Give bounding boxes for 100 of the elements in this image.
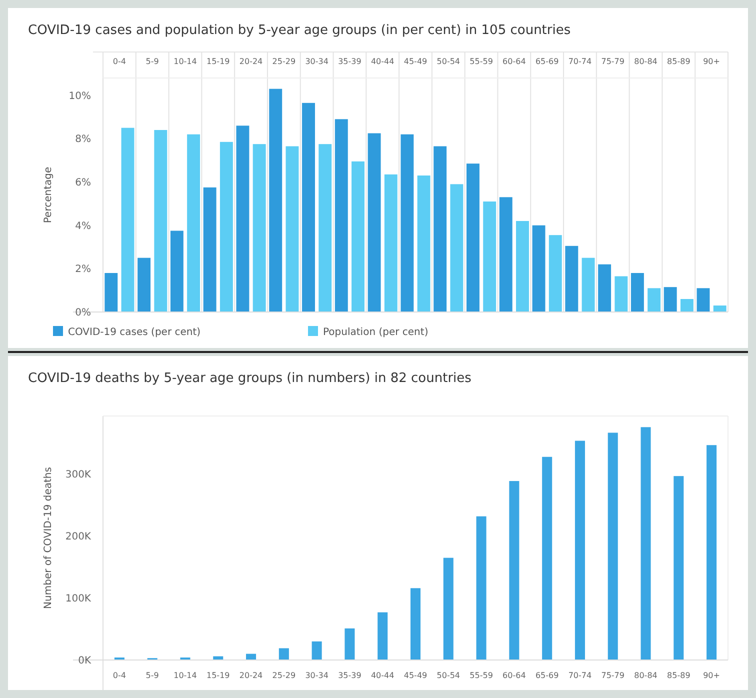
bar [344, 628, 355, 660]
x-tick-label: 70-74 [568, 671, 592, 680]
y-tick-label: 0% [75, 308, 91, 318]
x-tick-label: 25-29 [272, 57, 296, 66]
x-tick-label: 65-69 [535, 671, 559, 680]
legend-label: Population (per cent) [323, 327, 428, 338]
x-tick-label: 30-34 [305, 671, 328, 680]
x-tick-label: 45-49 [404, 671, 428, 680]
x-tick-label: 5-9 [146, 671, 159, 680]
bar [312, 641, 322, 660]
x-tick-label: 20-24 [239, 671, 263, 680]
y-tick-label: 10% [68, 90, 91, 102]
bar [499, 197, 512, 312]
bar [548, 235, 562, 312]
x-tick-label: 0-4 [112, 671, 126, 680]
x-tick-label: 15-19 [206, 671, 230, 680]
bar [154, 130, 168, 312]
bar [680, 299, 694, 312]
x-tick-label: 25-29 [272, 671, 296, 680]
x-tick-label: 80-84 [634, 57, 658, 66]
y-tick-label: 6% [75, 178, 91, 188]
y-tick-label: 2% [75, 264, 91, 276]
bar [443, 558, 454, 660]
bar [582, 258, 595, 312]
bar [220, 142, 233, 312]
x-tick-label: 85-89 [667, 57, 690, 66]
x-tick-label: 30-34 [305, 57, 328, 66]
bar [614, 276, 628, 312]
bar [368, 133, 381, 312]
bar [384, 174, 398, 312]
bar [664, 287, 677, 312]
bar [630, 273, 644, 312]
x-tick-label: 10-14 [174, 57, 197, 66]
bar [400, 134, 414, 312]
x-tick-label: 75-79 [601, 671, 624, 680]
bar [236, 126, 250, 312]
bar [170, 230, 184, 312]
y-tick-label: 300K [65, 470, 92, 481]
bar [434, 146, 447, 312]
bar [608, 432, 618, 660]
bar [713, 306, 726, 312]
x-tick-label: 5-9 [146, 57, 159, 66]
bar [476, 516, 486, 660]
x-tick-label: 40-44 [370, 671, 394, 680]
x-tick-label: 35-39 [338, 57, 362, 66]
bar [252, 144, 266, 312]
y-tick-label: 200K [65, 532, 92, 543]
x-tick-label: 20-24 [239, 57, 263, 66]
bar [648, 288, 661, 312]
y-axis-title: Percentage [43, 166, 54, 224]
bar [542, 456, 552, 660]
bar [532, 225, 546, 312]
bar [104, 273, 118, 312]
bar [334, 119, 348, 312]
x-tick-label: 90+ [703, 671, 720, 680]
bar [466, 164, 480, 312]
y-tick-label: 100K [65, 594, 92, 605]
bar [138, 258, 151, 312]
y-tick-label: 8% [75, 134, 91, 146]
bar [674, 476, 684, 660]
x-tick-label: 90+ [703, 57, 720, 66]
bar [203, 187, 216, 312]
x-tick-label: 80-84 [634, 671, 658, 680]
x-tick-label: 70-74 [568, 57, 592, 66]
bar [450, 184, 464, 312]
bar [417, 176, 430, 312]
bar [378, 612, 388, 660]
x-tick-label: 50-54 [436, 57, 460, 66]
x-tick-label: 75-79 [601, 57, 624, 66]
bar [121, 128, 134, 312]
bar [269, 88, 282, 312]
x-tick-label: 40-44 [370, 57, 394, 66]
bar [509, 481, 520, 660]
bar [352, 161, 364, 312]
bar [640, 427, 651, 660]
x-tick-label: 65-69 [535, 57, 559, 66]
bar [410, 588, 421, 660]
bar [483, 202, 496, 312]
bar [278, 648, 289, 660]
x-tick-label: 60-64 [502, 671, 526, 680]
x-tick-label: 60-64 [502, 57, 526, 66]
bar [598, 264, 612, 312]
bar [286, 146, 299, 312]
bar [516, 221, 529, 312]
chart-title: COVID-19 cases and population by 5-year age groups (in per cent) in 105 countries [28, 23, 571, 38]
y-tick-label: 4% [75, 220, 91, 232]
x-tick-label: 50-54 [436, 671, 460, 680]
bar [706, 445, 717, 660]
x-tick-label: 45-49 [404, 57, 428, 66]
y-tick-label: 0K [78, 656, 92, 666]
bar [318, 144, 332, 312]
bar [187, 134, 200, 312]
legend-label: COVID-19 cases (per cent) [68, 327, 201, 338]
x-tick-label: 15-19 [206, 57, 230, 66]
x-tick-label: 0-4 [112, 57, 126, 66]
x-tick-label: 35-39 [338, 671, 362, 680]
x-tick-label: 55-59 [470, 57, 493, 66]
bar [574, 440, 585, 660]
bar [565, 246, 578, 312]
chart-title: COVID-19 deaths by 5-year age groups (in numbers) in 82 countries [28, 371, 472, 386]
